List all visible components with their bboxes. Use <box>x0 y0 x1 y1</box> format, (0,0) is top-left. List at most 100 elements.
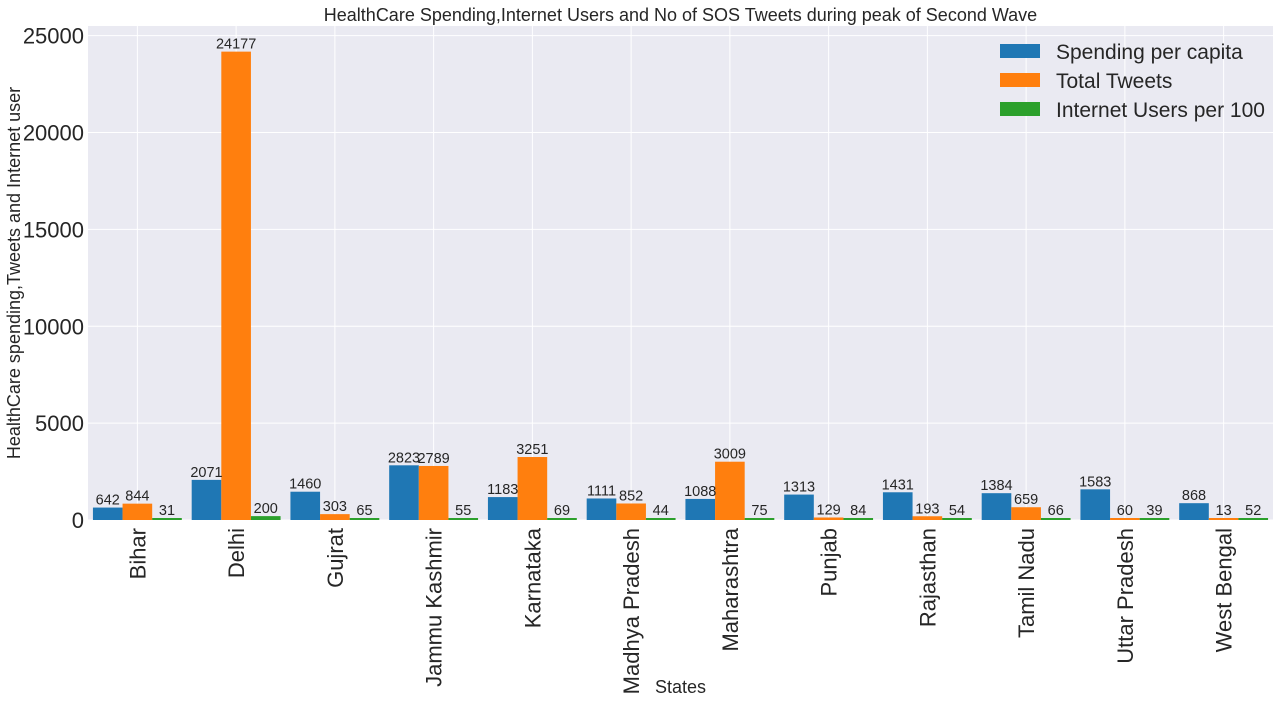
bar-value-label: 31 <box>159 503 175 519</box>
bar-value-label: 69 <box>554 503 570 519</box>
bar-value-label: 200 <box>254 501 278 517</box>
bar-value-label: 75 <box>751 503 767 519</box>
bar-internet-users-per-100-punjab <box>843 518 874 520</box>
bar-value-label: 66 <box>1048 503 1064 519</box>
bar-total-tweets-west-bengal <box>1208 518 1239 520</box>
bar-spending-per-capita-delhi <box>191 479 222 520</box>
x-tick-label: Uttar Pradesh <box>1113 528 1138 664</box>
y-tick-label: 25000 <box>23 24 84 49</box>
bar-spending-per-capita-rajasthan <box>882 492 913 520</box>
x-tick-label: Gujrat <box>323 528 348 588</box>
bar-total-tweets-tamil-nadu <box>1011 507 1041 520</box>
bar-internet-users-per-100-madhya-pradesh <box>645 518 676 520</box>
bar-spending-per-capita-madhya-pradesh <box>586 498 617 520</box>
legend-entry: Spending per capita <box>1056 41 1243 64</box>
y-tick-label: 20000 <box>23 121 84 146</box>
bar-spending-per-capita-uttar-pradesh <box>1080 489 1111 520</box>
bar-internet-users-per-100-delhi <box>250 516 281 520</box>
bar-value-label: 193 <box>915 501 939 517</box>
bar-value-label: 1431 <box>882 477 914 493</box>
x-tick-label: West Bengal <box>1212 528 1237 652</box>
legend-entry: Internet Users per 100 <box>1056 99 1265 122</box>
legend-entry: Total Tweets <box>1056 70 1172 93</box>
x-tick-label: Tamil Nadu <box>1014 528 1039 638</box>
plot-background <box>88 26 1273 520</box>
bar-internet-users-per-100-bihar <box>152 518 182 520</box>
legend-swatch <box>1000 102 1040 116</box>
bar-total-tweets-maharashtra <box>715 461 745 520</box>
bar-spending-per-capita-bihar <box>92 507 123 520</box>
bar-value-label: 1111 <box>587 483 616 499</box>
bar-value-label: 54 <box>949 503 965 519</box>
bar-total-tweets-jammu-kashmir <box>418 465 449 520</box>
bars <box>92 51 1269 520</box>
y-tick-label: 15000 <box>23 217 84 242</box>
bar-value-label: 3251 <box>516 442 548 458</box>
x-tick-label: Punjab <box>817 528 842 597</box>
y-tick-label: 10000 <box>23 314 84 339</box>
bar-value-label: 659 <box>1014 492 1038 508</box>
x-tick-label: Bihar <box>125 528 150 579</box>
bar-spending-per-capita-karnataka <box>487 497 518 520</box>
legend-swatch <box>1000 73 1040 87</box>
bar-value-label: 2823 <box>388 450 420 466</box>
bar-value-label: 1088 <box>684 484 716 500</box>
bar-total-tweets-punjab <box>813 517 844 520</box>
bar-value-label: 52 <box>1245 503 1261 519</box>
bar-spending-per-capita-jammu-kashmir <box>389 465 419 520</box>
legend-swatch <box>1000 44 1040 58</box>
bar-value-label: 1583 <box>1079 474 1111 490</box>
x-tick-label: Delhi <box>224 528 249 578</box>
bar-value-label: 3009 <box>714 447 746 463</box>
bar-total-tweets-karnataka <box>517 457 548 520</box>
bar-spending-per-capita-tamil-nadu <box>981 493 1012 520</box>
bar-value-label: 2071 <box>190 465 222 481</box>
bar-value-label: 129 <box>817 503 841 519</box>
y-tick-label: 0 <box>72 508 84 533</box>
bar-value-label: 2789 <box>417 451 449 467</box>
bar-spending-per-capita-west-bengal <box>1179 503 1209 520</box>
bar-value-label: 1384 <box>980 478 1012 494</box>
x-axis-ticks: Bihar Delhi Gujrat Jammu Kashmir Karnataka Ma… <box>125 527 1236 694</box>
bar-internet-users-per-100-rajasthan <box>942 518 972 520</box>
bar-total-tweets-madhya-pradesh <box>616 503 646 520</box>
bar-total-tweets-gujrat <box>320 514 350 520</box>
bar-value-label: 44 <box>653 503 669 519</box>
y-axis-label: HealthCare spending,Tweets and Internet … <box>4 87 24 459</box>
bar-internet-users-per-100-gujrat <box>349 518 380 520</box>
bar-internet-users-per-100-uttar-pradesh <box>1139 518 1170 520</box>
bar-value-label: 1313 <box>783 480 815 496</box>
bar-spending-per-capita-maharashtra <box>685 498 716 520</box>
bar-value-label: 55 <box>455 503 471 519</box>
bar-total-tweets-uttar-pradesh <box>1110 518 1140 520</box>
y-axis-ticks: 0 5000 10000 15000 20000 25000 <box>23 24 84 533</box>
bar-value-label: 852 <box>619 488 643 504</box>
bar-value-label: 1183 <box>487 482 518 498</box>
bar-value-label: 60 <box>1117 503 1133 519</box>
bar-spending-per-capita-gujrat <box>290 491 321 520</box>
x-tick-label: Rajasthan <box>915 528 940 627</box>
bar-value-label: 868 <box>1182 488 1206 504</box>
x-tick-label: Karnataka <box>520 527 545 628</box>
bar-internet-users-per-100-maharashtra <box>744 518 775 520</box>
bar-spending-per-capita-punjab <box>784 494 814 520</box>
bar-internet-users-per-100-jammu-kashmir <box>448 518 479 520</box>
x-tick-label: Jammu Kashmir <box>422 528 447 687</box>
chart-title: HealthCare Spending,Internet Users and N… <box>324 5 1037 25</box>
bar-value-label: 303 <box>323 499 347 515</box>
bar-internet-users-per-100-west-bengal <box>1238 518 1269 520</box>
x-tick-label: Madhya Pradesh <box>619 528 644 694</box>
bar-value-label: 642 <box>96 493 120 509</box>
bar-value-label: 84 <box>850 503 866 519</box>
x-tick-label: Maharashtra <box>718 527 743 651</box>
bar-total-tweets-rajasthan <box>912 516 943 520</box>
bar-value-label: 65 <box>356 503 372 519</box>
bar-value-label: 13 <box>1216 503 1232 519</box>
bar-total-tweets-bihar <box>122 503 153 520</box>
bar-internet-users-per-100-karnataka <box>547 518 577 520</box>
y-tick-label: 5000 <box>35 411 84 436</box>
bar-total-tweets-delhi <box>221 51 251 520</box>
bar-value-label: 24177 <box>216 37 256 53</box>
bar-internet-users-per-100-tamil-nadu <box>1040 518 1071 520</box>
